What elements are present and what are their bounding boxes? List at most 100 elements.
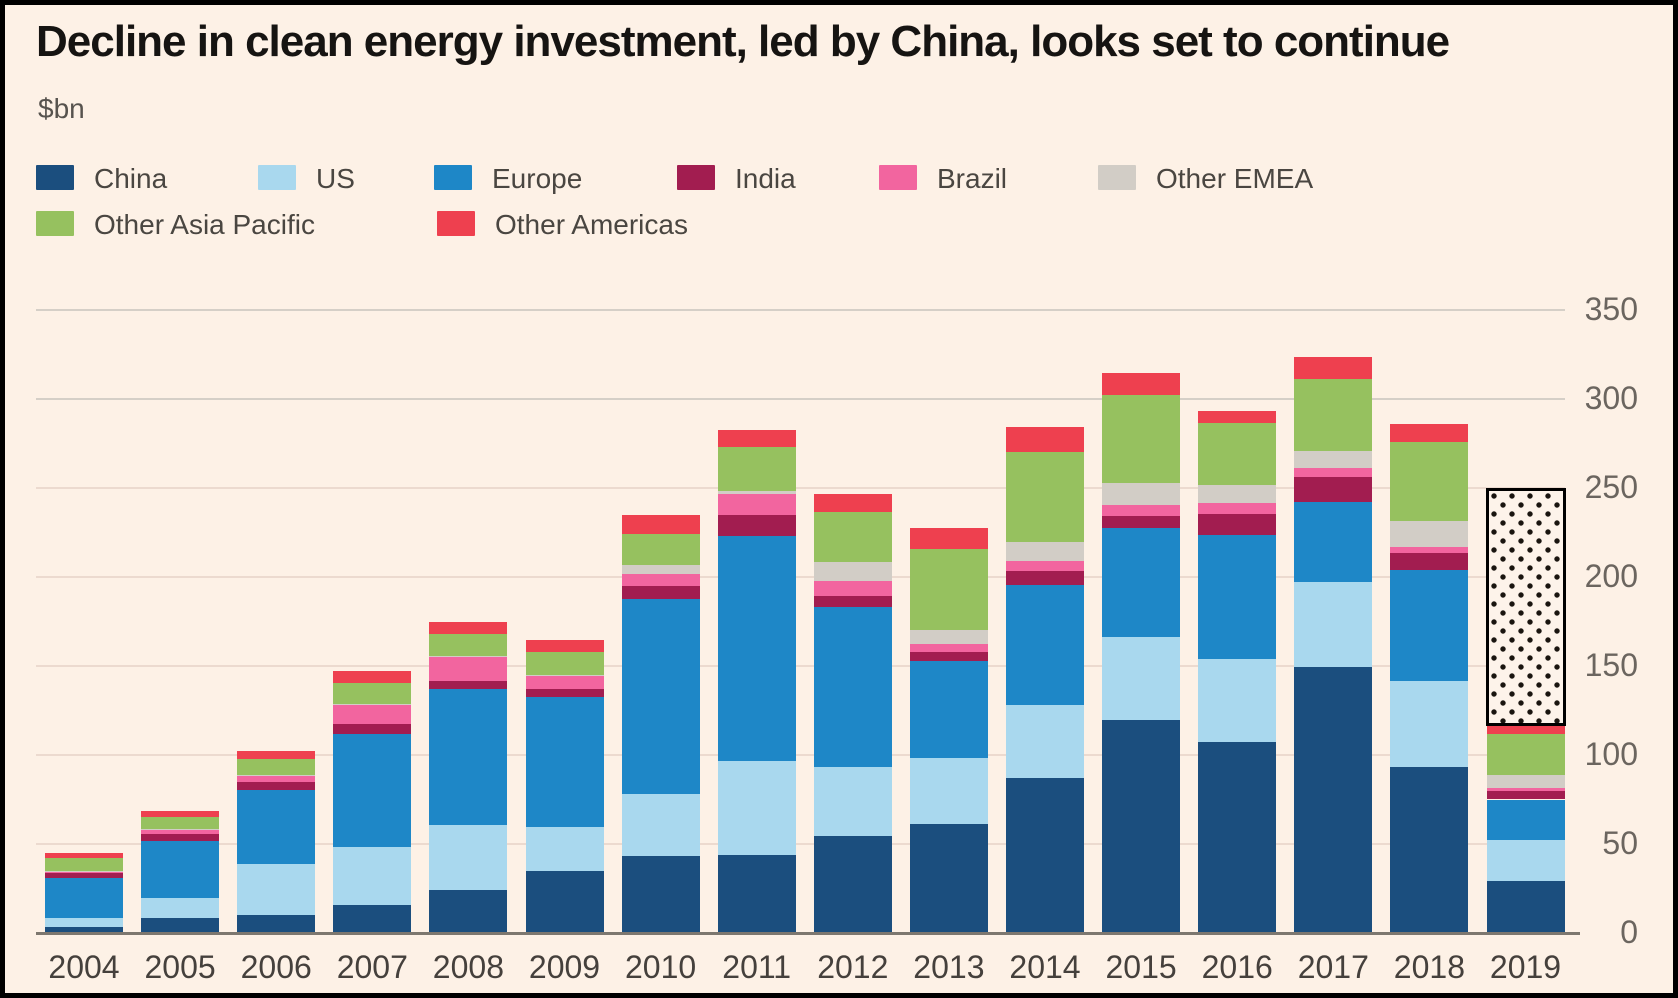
bar-segment-other-emea-2016 xyxy=(1198,485,1277,504)
bar-segment-other-asia-pacific-2015 xyxy=(1102,394,1181,483)
bar-segment-us-2008 xyxy=(429,825,508,891)
bar-segment-europe-2009 xyxy=(525,697,604,828)
legend-label-brazil: Brazil xyxy=(937,163,1008,194)
gridline-100 xyxy=(36,754,1565,756)
bar-segment-us-2010 xyxy=(621,794,700,857)
bar-segment-europe-2014 xyxy=(1006,585,1084,706)
bar-segment-china-2018 xyxy=(1390,766,1469,933)
bar-segment-brazil-2018 xyxy=(1390,546,1469,553)
year-label-2011: 2011 xyxy=(722,949,792,985)
bar-segment-brazil-2009 xyxy=(525,675,604,690)
bar-segment-china-2015 xyxy=(1102,720,1181,933)
bar-segment-other-emea-2009 xyxy=(525,674,604,676)
bar-segment-europe-2012 xyxy=(813,607,892,768)
bar-segment-us-2016 xyxy=(1198,658,1277,742)
bar-segment-other-emea-2012 xyxy=(813,561,892,581)
bar-segment-other-americas-2004 xyxy=(45,852,123,859)
bar-segment-india-2006 xyxy=(237,781,316,790)
bar-segment-india-2011 xyxy=(717,514,796,537)
bar-segment-other-emea-2008 xyxy=(429,656,508,658)
bar-segment-india-2008 xyxy=(429,681,508,690)
tick-label-50: 50 xyxy=(1602,825,1638,861)
bar-segment-us-2005 xyxy=(141,898,220,918)
plot-area: 0 50 100 150 200 250 300 350 2004 2005 2006 2007 200… xyxy=(5,5,1673,993)
bar-segment-other-americas-2015 xyxy=(1102,373,1181,395)
legend-swatch-india xyxy=(677,165,715,190)
bar-segment-china-2014 xyxy=(1006,778,1084,933)
tick-label-300: 300 xyxy=(1584,380,1638,416)
bar-segment-europe-2018 xyxy=(1390,569,1469,682)
bar-segment-other-asia-pacific-2013 xyxy=(909,549,988,630)
bar-segment-china-2009 xyxy=(525,870,604,933)
axis-unit-label: $bn xyxy=(38,93,85,124)
bar-segment-brazil-2005 xyxy=(141,829,220,835)
bar-segment-india-2013 xyxy=(909,651,988,661)
chart-title: Decline in clean energy investment, led … xyxy=(36,17,1450,66)
bar-segment-other-emea-2019 xyxy=(1486,775,1565,788)
legend-swatch-other-asia-pacific xyxy=(36,211,74,236)
bar-segment-us-2004 xyxy=(45,917,123,927)
year-label-2007: 2007 xyxy=(336,949,408,985)
legend-swatch-us xyxy=(258,165,296,190)
tick-label-350: 350 xyxy=(1584,291,1638,327)
tick-label-150: 150 xyxy=(1584,647,1638,683)
legend-swatch-brazil xyxy=(879,165,917,190)
bar-segment-other-emea-2015 xyxy=(1102,482,1181,505)
year-label-2006: 2006 xyxy=(240,949,312,985)
bar-segment-europe-2005 xyxy=(141,841,220,899)
legend-swatch-other-americas xyxy=(437,211,475,236)
bar-segment-us-2007 xyxy=(333,846,412,906)
year-label-2005: 2005 xyxy=(144,949,216,985)
bar-segment-china-2019 xyxy=(1486,881,1565,933)
bar-segment-other-emea-2011 xyxy=(717,490,796,495)
bar-segment-india-2019 xyxy=(1486,791,1565,800)
bar-segment-brazil-2017 xyxy=(1294,468,1373,478)
bar-segment-other-americas-2013 xyxy=(909,528,988,550)
bar-segment-brazil-2011 xyxy=(717,494,796,515)
bar-segment-china-2007 xyxy=(333,905,412,933)
bar-segment-europe-2011 xyxy=(717,536,796,762)
bar-segment-other-asia-pacific-2010 xyxy=(621,534,700,565)
year-label-2008: 2008 xyxy=(432,949,504,985)
year-label-2010: 2010 xyxy=(625,949,697,985)
bar-segment-india-2018 xyxy=(1390,552,1469,570)
bar-segment-other-emea-2007 xyxy=(333,704,412,706)
legend-label-other-asia-pacific: Other Asia Pacific xyxy=(94,209,315,240)
bar-segment-europe-2017 xyxy=(1294,502,1373,583)
bar-segment-europe-2007 xyxy=(333,733,412,847)
bar-segment-other-emea-2006 xyxy=(237,774,316,776)
bar-segment-brazil-2010 xyxy=(621,574,700,586)
bar-segment-europe-2004 xyxy=(45,877,123,918)
bar-segment-india-2012 xyxy=(813,595,892,608)
bar-2018 xyxy=(1390,423,1469,933)
bar-segment-india-2009 xyxy=(525,689,604,698)
legend-label-other-americas: Other Americas xyxy=(495,209,688,240)
bar-segment-india-2007 xyxy=(333,723,412,734)
legend-label-china: China xyxy=(94,163,168,194)
bar-segment-other-asia-pacific-2014 xyxy=(1006,452,1084,543)
bar-segment-other-americas-2012 xyxy=(813,494,892,513)
gridline-300 xyxy=(36,398,1565,400)
bar-segment-other-emea-2014 xyxy=(1006,542,1084,561)
bar-segment-other-asia-pacific-2018 xyxy=(1390,441,1469,521)
bar-segment-other-americas-2010 xyxy=(621,514,700,535)
bar-segment-brazil-2008 xyxy=(429,657,508,682)
bar-segment-china-2016 xyxy=(1198,741,1277,933)
bar-segment-other-asia-pacific-2006 xyxy=(237,758,316,775)
bar-segment-brazil-2013 xyxy=(909,643,988,652)
tick-label-200: 200 xyxy=(1584,558,1638,594)
bar-segment-europe-2016 xyxy=(1198,535,1277,659)
legend-label-other-emea: Other EMEA xyxy=(1156,163,1314,194)
bar-segment-other-americas-2014 xyxy=(1006,426,1084,453)
bar-segment-brazil-2019 xyxy=(1486,787,1565,792)
bar-2005 xyxy=(141,811,220,933)
bar-segment-china-2012 xyxy=(813,835,892,933)
bar-segment-europe-2010 xyxy=(621,599,700,795)
bar-segment-europe-2015 xyxy=(1102,528,1181,637)
bar-segment-other-americas-2019 xyxy=(1486,725,1565,734)
bar-segment-other-americas-2007 xyxy=(333,671,412,683)
gridline-150 xyxy=(36,665,1565,667)
tick-label-250: 250 xyxy=(1584,469,1638,505)
year-label-2016: 2016 xyxy=(1201,949,1273,985)
bar-segment-other-americas-2008 xyxy=(429,621,508,634)
